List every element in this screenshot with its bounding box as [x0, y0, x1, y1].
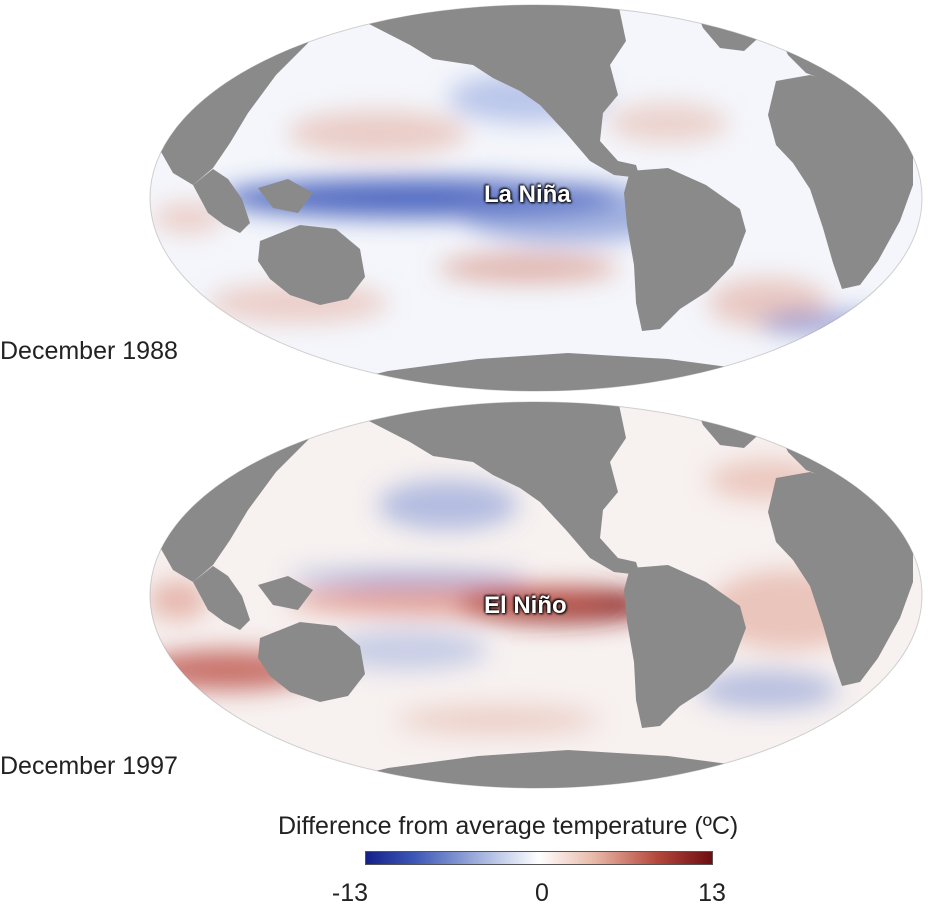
temperature-colorbar: [365, 851, 713, 865]
map-december-1997: [148, 400, 924, 790]
legend-tick-min: -13: [331, 879, 369, 907]
legend-tick-zero: 0: [535, 879, 549, 907]
legend-tick-max: 13: [698, 879, 726, 907]
map-december-1988: [148, 3, 924, 393]
legend-title: Difference from average temperature (ºC): [278, 812, 739, 840]
period-label-1988: December 1988: [0, 337, 178, 365]
event-label-la-nina: La Niña: [484, 181, 571, 208]
event-label-el-nino: El Niño: [484, 592, 567, 619]
period-label-1997: December 1997: [0, 752, 178, 780]
